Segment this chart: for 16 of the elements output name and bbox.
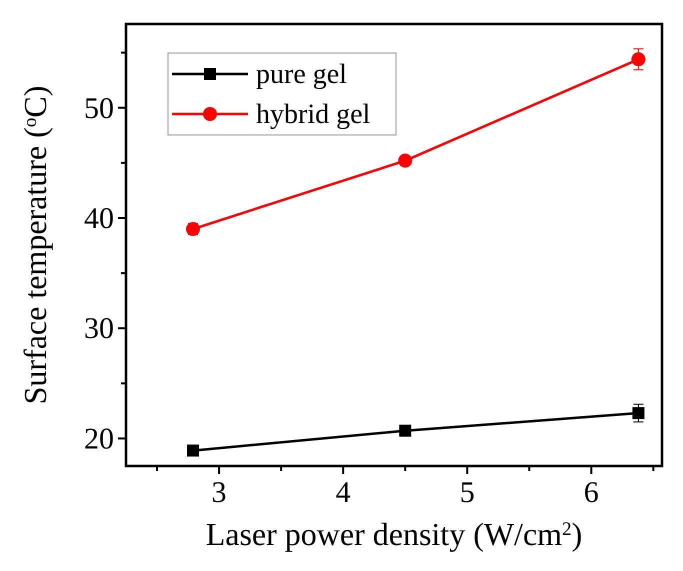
point	[398, 154, 412, 168]
y-tick-label: 40	[84, 202, 114, 235]
y-tick-label: 50	[84, 92, 114, 125]
y-tick-label: 30	[84, 312, 114, 346]
point	[632, 407, 644, 420]
x-axis-title: Laser power density (W/cm$^{2}$)	[206, 516, 582, 552]
x-tick-label: 4	[336, 476, 351, 509]
x-tick-label: 3	[212, 476, 227, 509]
x-tick-label: 6	[584, 476, 599, 509]
point	[187, 444, 199, 457]
legend-label: pure gel	[256, 59, 348, 90]
y-tick-label: 20	[84, 422, 114, 456]
point	[399, 424, 412, 437]
point	[631, 52, 646, 66]
legend-label: hybrid gel	[256, 99, 371, 130]
x-tick-label: 5	[460, 476, 475, 509]
